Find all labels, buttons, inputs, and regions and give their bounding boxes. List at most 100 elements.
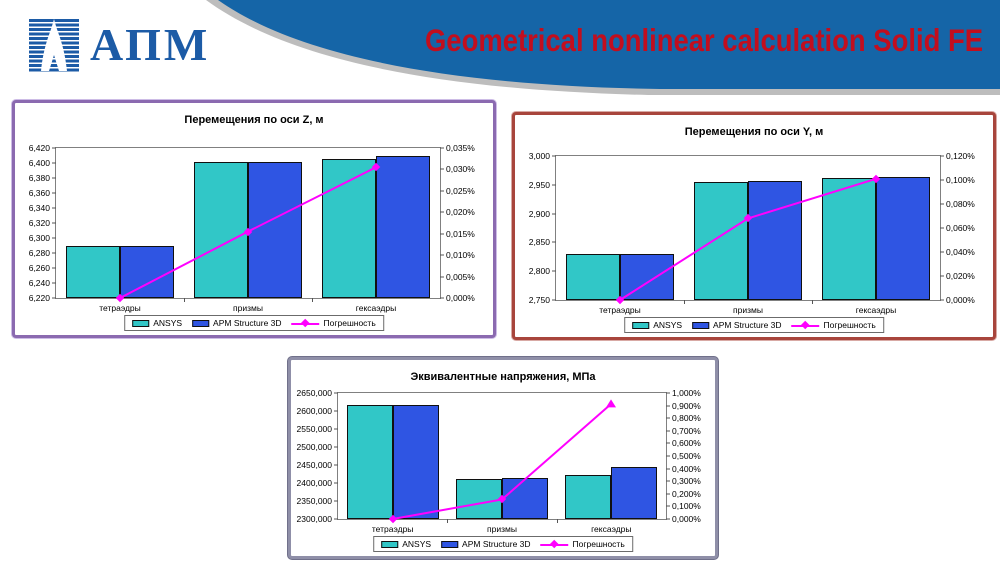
- x-axis-category-label: гексаэдры: [591, 524, 632, 534]
- legend-label-apm: APM Structure 3D: [213, 318, 282, 328]
- legend-label-ansys: ANSYS: [153, 318, 183, 328]
- left-axis-tick-label: 2300,000: [296, 514, 332, 524]
- right-axis-tick-mark: [440, 233, 444, 235]
- left-axis-tick-mark: [52, 237, 56, 239]
- legend-swatch-error-line: [791, 320, 820, 330]
- x-axis-category-label: тетраэдры: [371, 524, 414, 534]
- x-axis-tick-mark: [812, 300, 813, 304]
- right-axis-tick-mark: [666, 430, 670, 432]
- legend-swatch-apm: [441, 540, 459, 548]
- right-axis-tick-label: 0,015%: [446, 228, 475, 239]
- legend-swatch-apm: [692, 321, 710, 329]
- legend-label-ansys: ANSYS: [653, 320, 683, 330]
- left-axis-tick-mark: [552, 270, 556, 272]
- x-axis-category-label: призмы: [733, 305, 763, 315]
- x-axis-category-label: призмы: [233, 303, 263, 313]
- legend-swatch-error-line: [540, 539, 569, 549]
- right-axis-tick-label: 0,000%: [446, 293, 475, 303]
- slide-title: Geometrical nonlinear calculation Solid …: [424, 23, 984, 58]
- right-axis-tick-mark: [440, 211, 444, 213]
- right-axis-tick-label: 0,700%: [672, 425, 701, 436]
- x-axis-category-label: тетраэдры: [99, 303, 141, 313]
- x-axis-tick-mark: [312, 298, 313, 302]
- left-axis-tick-label: 2400,000: [296, 478, 332, 488]
- left-axis-tick-mark: [52, 252, 56, 254]
- left-axis-tick-label: 6,300: [28, 233, 50, 243]
- left-axis-tick-mark: [552, 299, 556, 301]
- left-axis-tick-label: 2350,000: [296, 496, 332, 506]
- bar-apm: [376, 156, 430, 298]
- left-axis-tick-label: 2,900: [528, 208, 550, 219]
- left-axis-tick-label: 2650,000: [296, 388, 332, 398]
- right-axis-tick-label: 0,400%: [672, 463, 701, 474]
- chart-displacement-y: Перемещения по оси Y, м 3,000 2,950 2,900 2…: [512, 112, 996, 340]
- right-axis-tick-label: 0,300%: [672, 476, 701, 487]
- left-axis-tick-label: 2,800: [528, 266, 550, 277]
- left-axis-tick-mark: [552, 155, 556, 157]
- x-axis-tick-mark: [184, 298, 185, 302]
- right-axis-tick-mark: [440, 190, 444, 192]
- left-axis-tick-label: 2,950: [528, 179, 550, 190]
- legend-label-error: Погрешность: [323, 318, 376, 328]
- left-axis-tick-mark: [334, 482, 338, 484]
- left-axis-tick-label: 2600,000: [296, 406, 332, 416]
- right-axis-tick-mark: [940, 203, 944, 205]
- left-axis-tick-mark: [52, 162, 56, 164]
- left-axis-tick-label: 2550,000: [296, 424, 332, 434]
- x-axis-category-label: гексаэдры: [855, 305, 897, 315]
- logo-nib-shape: [41, 19, 67, 71]
- legend-swatch-ansys: [632, 321, 650, 329]
- left-axis-tick-mark: [334, 428, 338, 430]
- chart-legend: ANSYS APM Structure 3D Погрешность: [624, 317, 884, 333]
- right-axis-tick-label: 0,020%: [946, 271, 975, 281]
- bar-ansys: [565, 475, 612, 519]
- bar-ansys: [66, 245, 120, 298]
- left-axis-tick-mark: [552, 241, 556, 243]
- left-axis-tick-label: 6,220: [28, 293, 50, 303]
- right-axis-tick-label: 0,600%: [672, 438, 701, 449]
- right-axis-tick-mark: [940, 179, 944, 181]
- bar-apm: [248, 161, 302, 298]
- legend-label-apm: APM Structure 3D: [713, 320, 782, 330]
- right-axis-tick-mark: [666, 392, 670, 394]
- left-axis-tick-label: 6,280: [28, 248, 50, 258]
- left-axis-tick-label: 2,750: [528, 295, 550, 305]
- x-axis-category-label: призмы: [487, 524, 517, 534]
- bar-apm: [748, 180, 802, 300]
- left-axis-tick-mark: [52, 192, 56, 194]
- legend-label-ansys: ANSYS: [402, 539, 432, 549]
- bar-apm: [620, 253, 674, 300]
- right-axis-tick-mark: [666, 480, 670, 482]
- right-axis-tick-label: 0,060%: [946, 223, 975, 233]
- right-axis-tick-mark: [440, 147, 444, 149]
- chart-displacement-z: Перемещения по оси Z, м 6,420 6,400 6,380 6…: [12, 100, 496, 338]
- right-axis-tick-mark: [666, 493, 670, 495]
- right-axis-tick-label: 0,900%: [672, 400, 701, 411]
- right-axis-tick-label: 0,030%: [446, 164, 475, 175]
- right-axis-tick-mark: [666, 442, 670, 444]
- x-axis-tick-mark: [556, 519, 558, 523]
- left-axis-tick-label: 2500,000: [296, 442, 332, 452]
- left-axis-tick-mark: [552, 184, 556, 186]
- right-axis-tick-mark: [666, 455, 670, 457]
- legend-label-error: Погрешность: [823, 320, 876, 330]
- bar-ansys: [566, 253, 620, 300]
- chart-legend: ANSYS APM Structure 3D Погрешность: [124, 315, 384, 331]
- x-axis-category-label: тетраэдры: [599, 305, 641, 315]
- legend-swatch-apm: [192, 319, 210, 327]
- right-axis-tick-label: 0,200%: [672, 488, 701, 499]
- right-axis-tick-mark: [666, 518, 670, 520]
- left-axis-tick-label: 6,340: [28, 203, 50, 213]
- apm-logo-icon: [29, 19, 79, 72]
- left-axis-tick-label: 6,320: [28, 218, 50, 228]
- right-axis-tick-mark: [940, 155, 944, 157]
- right-axis-tick-label: 0,120%: [946, 151, 975, 161]
- right-axis-tick-label: 0,000%: [672, 514, 701, 524]
- bar-ansys: [822, 178, 876, 300]
- chart-title: Перемещения по оси Y, м: [684, 126, 824, 138]
- left-axis-tick-mark: [52, 207, 56, 209]
- right-axis-tick-label: 0,000%: [946, 295, 975, 305]
- bar-apm: [611, 467, 658, 519]
- right-axis-tick-mark: [440, 297, 444, 299]
- logo-text: АПМ: [90, 19, 211, 70]
